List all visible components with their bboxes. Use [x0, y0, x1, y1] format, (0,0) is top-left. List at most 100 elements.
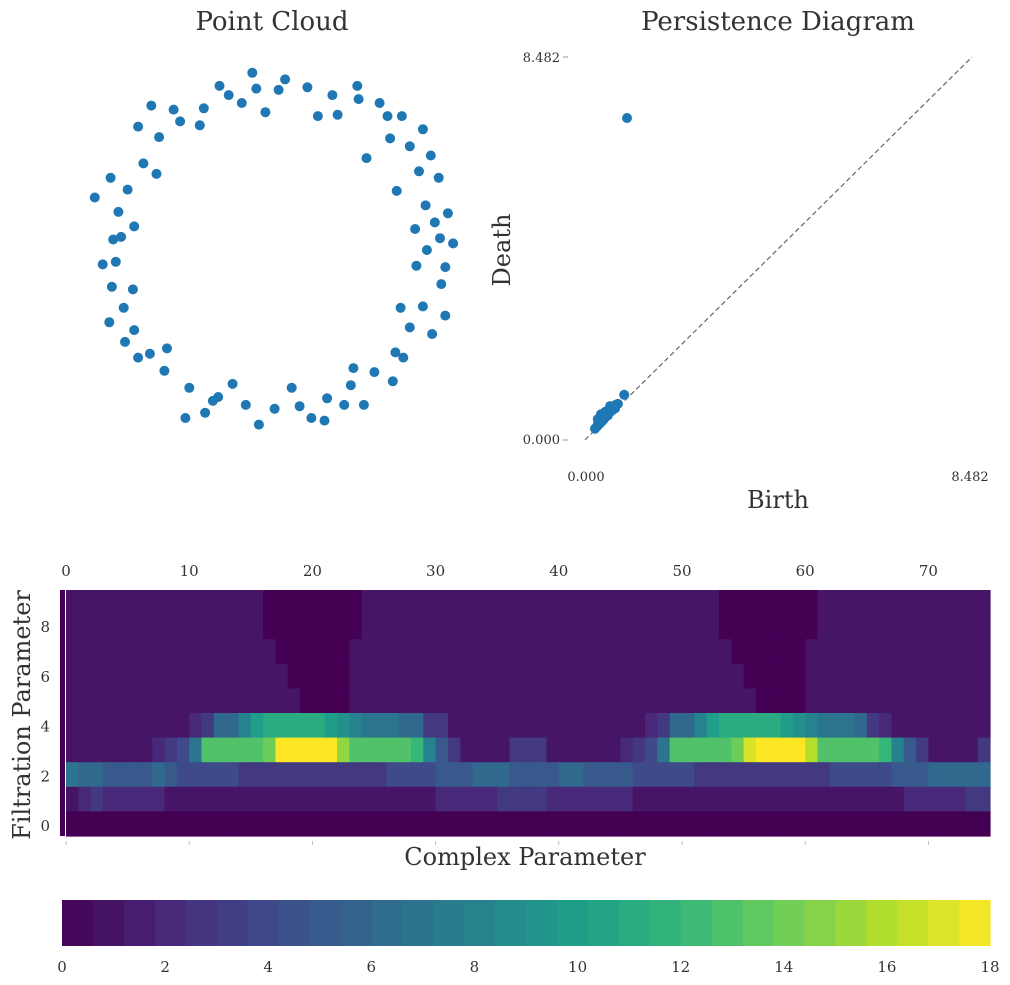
- heatmap-cell: [546, 688, 560, 714]
- heatmap-cell: [250, 688, 264, 714]
- heatmap-cell: [903, 688, 917, 714]
- point-cloud-dot: [436, 279, 447, 290]
- point-cloud-dot: [236, 98, 247, 108]
- heatmap-cell: [189, 762, 203, 788]
- heatmap-cell: [78, 737, 92, 763]
- heatmap-cell: [66, 663, 79, 689]
- point-cloud-dot: [448, 238, 459, 249]
- heatmap-cell: [115, 713, 129, 739]
- colorbar-segment: [309, 900, 341, 946]
- heatmap-cell: [706, 639, 720, 665]
- point-cloud-dot: [348, 363, 359, 374]
- heatmap-cell: [583, 688, 597, 714]
- heatmap-cell: [115, 688, 129, 714]
- point-cloud-dot: [108, 234, 119, 245]
- heatmap-cell: [497, 688, 511, 714]
- heatmap-cell: [743, 811, 757, 837]
- heatmap-cell: [374, 688, 387, 714]
- heatmap-cell: [509, 639, 523, 665]
- heatmap-cell: [374, 663, 387, 689]
- point-cloud-dot: [352, 80, 363, 91]
- heatmap-cell: [361, 811, 375, 837]
- point-cloud-dot: [396, 111, 407, 122]
- heatmap-cell: [965, 737, 979, 763]
- point-cloud-dot: [358, 399, 369, 410]
- heatmap-cell: [558, 713, 572, 739]
- heatmap-cell: [374, 786, 387, 812]
- heatmap-cell: [324, 811, 338, 837]
- point-cloud-dot: [89, 192, 100, 203]
- heatmap-cell: [731, 639, 745, 665]
- heatmap-cell: [768, 811, 782, 837]
- heatmap-cell: [213, 639, 227, 665]
- point-cloud-dot: [207, 395, 218, 406]
- heatmap-cell: [349, 762, 363, 788]
- heatmap-cell: [275, 786, 289, 812]
- heatmap-cell: [435, 737, 449, 763]
- heatmap-cell: [386, 688, 400, 714]
- heatmap-cell: [768, 762, 782, 788]
- heatmap-cell: [201, 811, 215, 837]
- colorbar-segment: [216, 900, 249, 946]
- heatmap-cell: [176, 786, 190, 812]
- heatmap-cell: [423, 811, 437, 837]
- heatmap-cell: [472, 786, 486, 812]
- heatmap-cell: [497, 737, 511, 763]
- heatmap-y-tick-label: 6: [40, 668, 50, 686]
- heatmap-cell: [694, 663, 708, 689]
- heatmap-cell: [694, 811, 708, 837]
- heatmap-cell: [337, 762, 350, 788]
- heatmap-cell: [805, 688, 819, 714]
- heatmap-cell: [718, 663, 732, 689]
- heatmap-cell: [447, 713, 461, 739]
- heatmap-cell: [102, 639, 116, 665]
- heatmap-cell: [571, 811, 585, 837]
- heatmap-cell: [755, 590, 769, 640]
- heatmap-cell: [534, 762, 548, 788]
- heatmap-cell: [755, 811, 769, 837]
- colorbar-segment: [804, 900, 836, 946]
- heatmap-cell: [632, 737, 646, 763]
- heatmap-cell: [608, 811, 621, 837]
- heatmap-cell: [743, 663, 757, 689]
- heatmap-cell: [300, 786, 313, 812]
- heatmap-cell: [521, 762, 535, 788]
- heatmap-cell: [127, 590, 141, 640]
- heatmap-cell: [805, 811, 819, 837]
- heatmap-cell: [386, 590, 400, 640]
- heatmap-cell: [879, 786, 893, 812]
- heatmap-cell: [718, 688, 732, 714]
- heatmap-cell: [287, 762, 301, 788]
- heatmap-cell: [275, 811, 289, 837]
- heatmap-cell: [583, 639, 597, 665]
- heatmap-cell: [226, 713, 240, 739]
- heatmap-cell: [928, 762, 942, 788]
- heatmap-cell: [632, 786, 646, 812]
- heatmap-cell: [632, 713, 646, 739]
- heatmap-cell: [275, 639, 289, 665]
- heatmap-cell: [472, 737, 486, 763]
- heatmap-cell: [349, 737, 363, 763]
- heatmap-cell: [558, 590, 572, 640]
- point-cloud-dot: [319, 415, 330, 426]
- heatmap-cell: [743, 639, 757, 665]
- heatmap-cell: [534, 786, 548, 812]
- colorbar-tick-label: 10: [568, 958, 587, 976]
- heatmap-cell: [583, 786, 597, 812]
- heatmap-cell: [842, 713, 856, 739]
- heatmap-cell: [102, 590, 116, 640]
- heatmap-cell: [139, 639, 153, 665]
- heatmap-cell: [817, 639, 831, 665]
- heatmap-cell: [374, 737, 387, 763]
- heatmap-cell: [484, 639, 498, 665]
- point-cloud-dot: [327, 90, 338, 101]
- persistence-title: Persistence Diagram: [641, 7, 915, 37]
- heatmap-cell: [66, 737, 79, 763]
- heatmap-cell: [410, 713, 424, 739]
- heatmap-cell: [682, 713, 695, 739]
- colorbar-segment: [464, 900, 496, 946]
- heatmap-cell: [891, 762, 905, 788]
- heatmap-cell: [176, 590, 190, 640]
- heatmap-cell: [792, 811, 806, 837]
- heatmap-cell: [226, 811, 240, 837]
